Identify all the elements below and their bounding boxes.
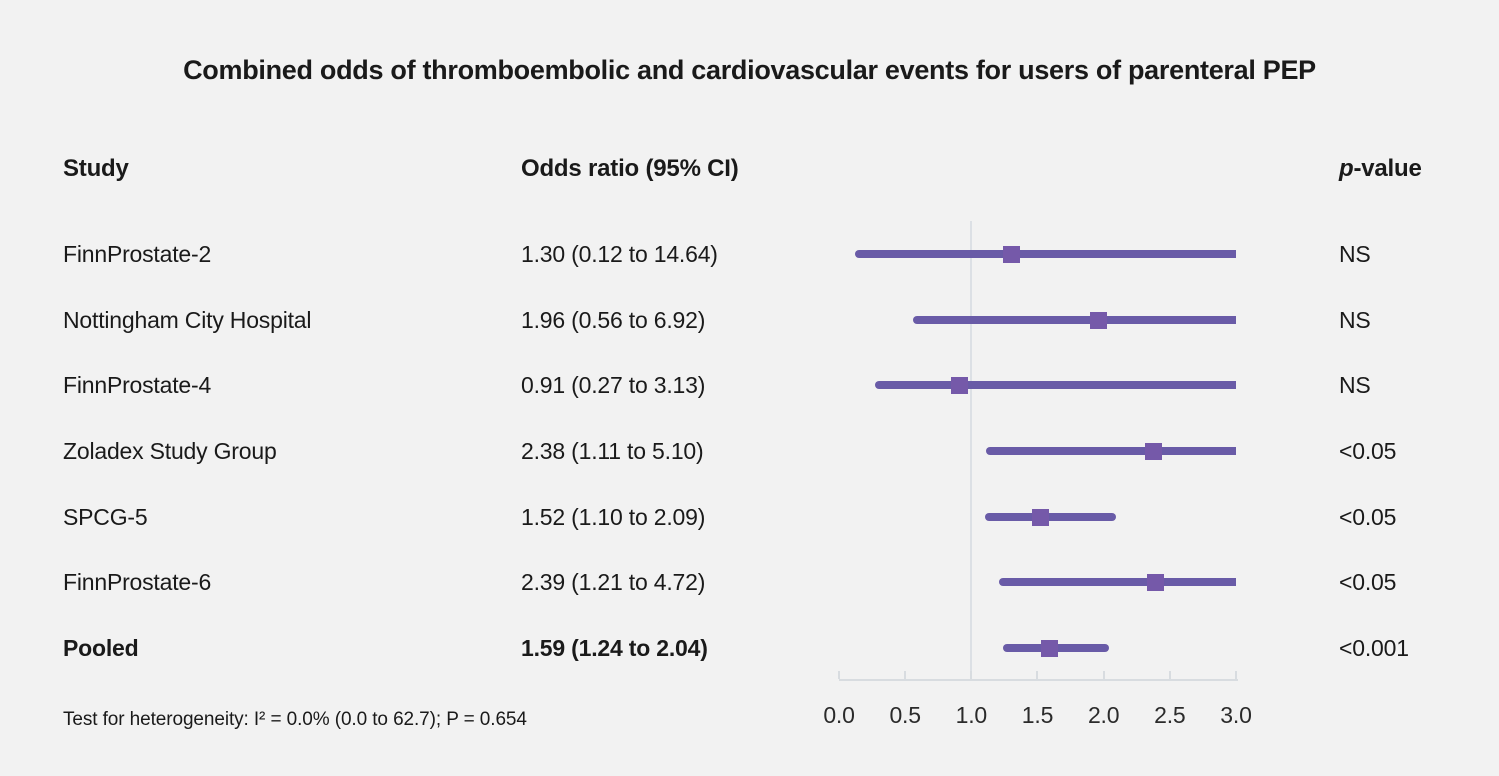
axis-tick (904, 671, 907, 679)
p-value: NS (1339, 372, 1371, 398)
odds-ratio-value: 1.96 (0.56 to 6.92) (521, 307, 706, 333)
study-label: Nottingham City Hospital (63, 307, 312, 333)
confidence-interval-line (913, 316, 1236, 324)
odds-ratio-value: 0.91 (0.27 to 3.13) (521, 372, 706, 398)
chart-title: Combined odds of thromboembolic and card… (183, 55, 1316, 85)
column-header-odds-ratio: Odds ratio (95% CI) (521, 155, 739, 182)
axis-tick-label: 2.5 (1154, 702, 1186, 728)
axis-tick (1168, 671, 1171, 679)
confidence-interval-line (985, 447, 1236, 455)
heterogeneity-note: Test for heterogeneity: I² = 0.0% (0.0 t… (63, 709, 527, 730)
p-value: <0.001 (1339, 635, 1409, 661)
odds-ratio-value: 1.59 (1.24 to 2.04) (521, 635, 708, 661)
odds-ratio-value: 1.52 (1.10 to 2.09) (521, 504, 706, 530)
study-label: FinnProstate-2 (63, 241, 212, 267)
axis-tick-label: 1.0 (955, 702, 988, 728)
axis-tick-label: 0.0 (823, 702, 855, 728)
reference-line-at-1 (970, 221, 972, 680)
axis-tick (838, 671, 840, 679)
axis-tick (1036, 671, 1039, 679)
study-label: FinnProstate-4 (63, 372, 212, 398)
column-header-p-value: p-value (1339, 155, 1422, 183)
p-value: <0.05 (1339, 504, 1397, 530)
point-estimate-marker (1002, 245, 1020, 263)
point-estimate-marker (1145, 442, 1163, 460)
p-value: NS (1339, 307, 1371, 333)
study-label: SPCG-5 (63, 504, 148, 530)
confidence-interval-line (874, 381, 1236, 389)
odds-ratio-value: 2.39 (1.21 to 4.72) (521, 569, 706, 595)
p-value: <0.05 (1339, 438, 1397, 464)
point-estimate-marker (1031, 508, 1049, 526)
confidence-interval-line (999, 578, 1236, 586)
axis-tick (1102, 671, 1105, 679)
p-value: NS (1339, 241, 1371, 267)
axis-tick-label: 1.5 (1021, 702, 1054, 728)
study-label: Zoladex Study Group (63, 438, 277, 464)
confidence-interval-line (984, 513, 1116, 521)
axis-tick-label: 0.5 (889, 702, 921, 728)
study-label: Pooled (63, 635, 139, 661)
point-estimate-marker (1040, 639, 1058, 657)
x-axis-line (839, 679, 1238, 681)
odds-ratio-value: 2.38 (1.11 to 5.10) (521, 438, 704, 464)
p-value: <0.05 (1339, 569, 1397, 595)
confidence-interval-line (854, 250, 1236, 258)
axis-tick (1234, 671, 1237, 679)
point-estimate-marker (950, 376, 968, 394)
p-value-header-rest: -value (1353, 155, 1422, 182)
point-estimate-marker (1089, 311, 1107, 329)
axis-tick-label: 2.0 (1087, 702, 1120, 728)
study-label: FinnProstate-6 (63, 569, 212, 595)
p-value-header-italic: p (1339, 155, 1354, 182)
axis-tick (970, 671, 973, 679)
point-estimate-marker (1146, 573, 1164, 591)
axis-tick-label: 3.0 (1220, 702, 1252, 728)
odds-ratio-value: 1.30 (0.12 to 14.64) (521, 241, 718, 267)
column-header-study: Study (63, 155, 129, 182)
